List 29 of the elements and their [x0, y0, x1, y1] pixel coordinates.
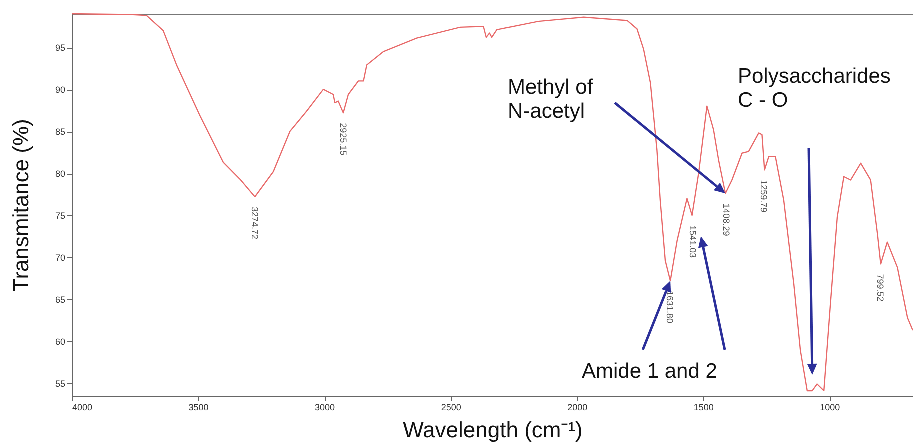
x-tick-label: 2500 [441, 402, 462, 412]
y-tick-label: 55 [55, 378, 66, 389]
y-tick-label: 95 [55, 43, 66, 54]
y-tick-label: 80 [55, 169, 66, 180]
y-tick-label: 70 [55, 252, 66, 263]
y-tick-label: 65 [55, 294, 66, 305]
y-axis-title: Transmitance (%) [8, 119, 34, 292]
annotation: 1631.80 [665, 290, 676, 324]
annotation: 2925.15 [338, 123, 348, 156]
annotation: 1541.03 [688, 225, 698, 258]
y-tick-label: 75 [55, 210, 66, 221]
x-tick-label: 2000 [568, 402, 588, 412]
x-tick-label: 1000 [820, 402, 840, 412]
x-axis-title: Wavelength (cm⁻¹) [403, 418, 583, 442]
annotation: Amide 1 and 2 [582, 360, 718, 384]
annotation: Polysaccharides C - O [738, 65, 892, 113]
x-tick-label: 3500 [188, 402, 209, 412]
annotation: Methyl of N-acetyl [508, 76, 594, 124]
y-tick-label: 60 [55, 336, 66, 347]
annotation: 1259.79 [759, 180, 770, 213]
x-tick-label: 1500 [694, 402, 714, 412]
annotation: 3274.72 [250, 207, 260, 240]
annotation: 1408.29 [722, 204, 732, 236]
y-tick-label: 90 [55, 85, 66, 96]
x-tick-label: 3000 [315, 402, 336, 412]
annotation: 799.52 [875, 274, 886, 302]
y-tick-label: 85 [55, 127, 66, 138]
line-series [71, 13, 913, 392]
x-tick-label: 4000 [72, 402, 93, 412]
